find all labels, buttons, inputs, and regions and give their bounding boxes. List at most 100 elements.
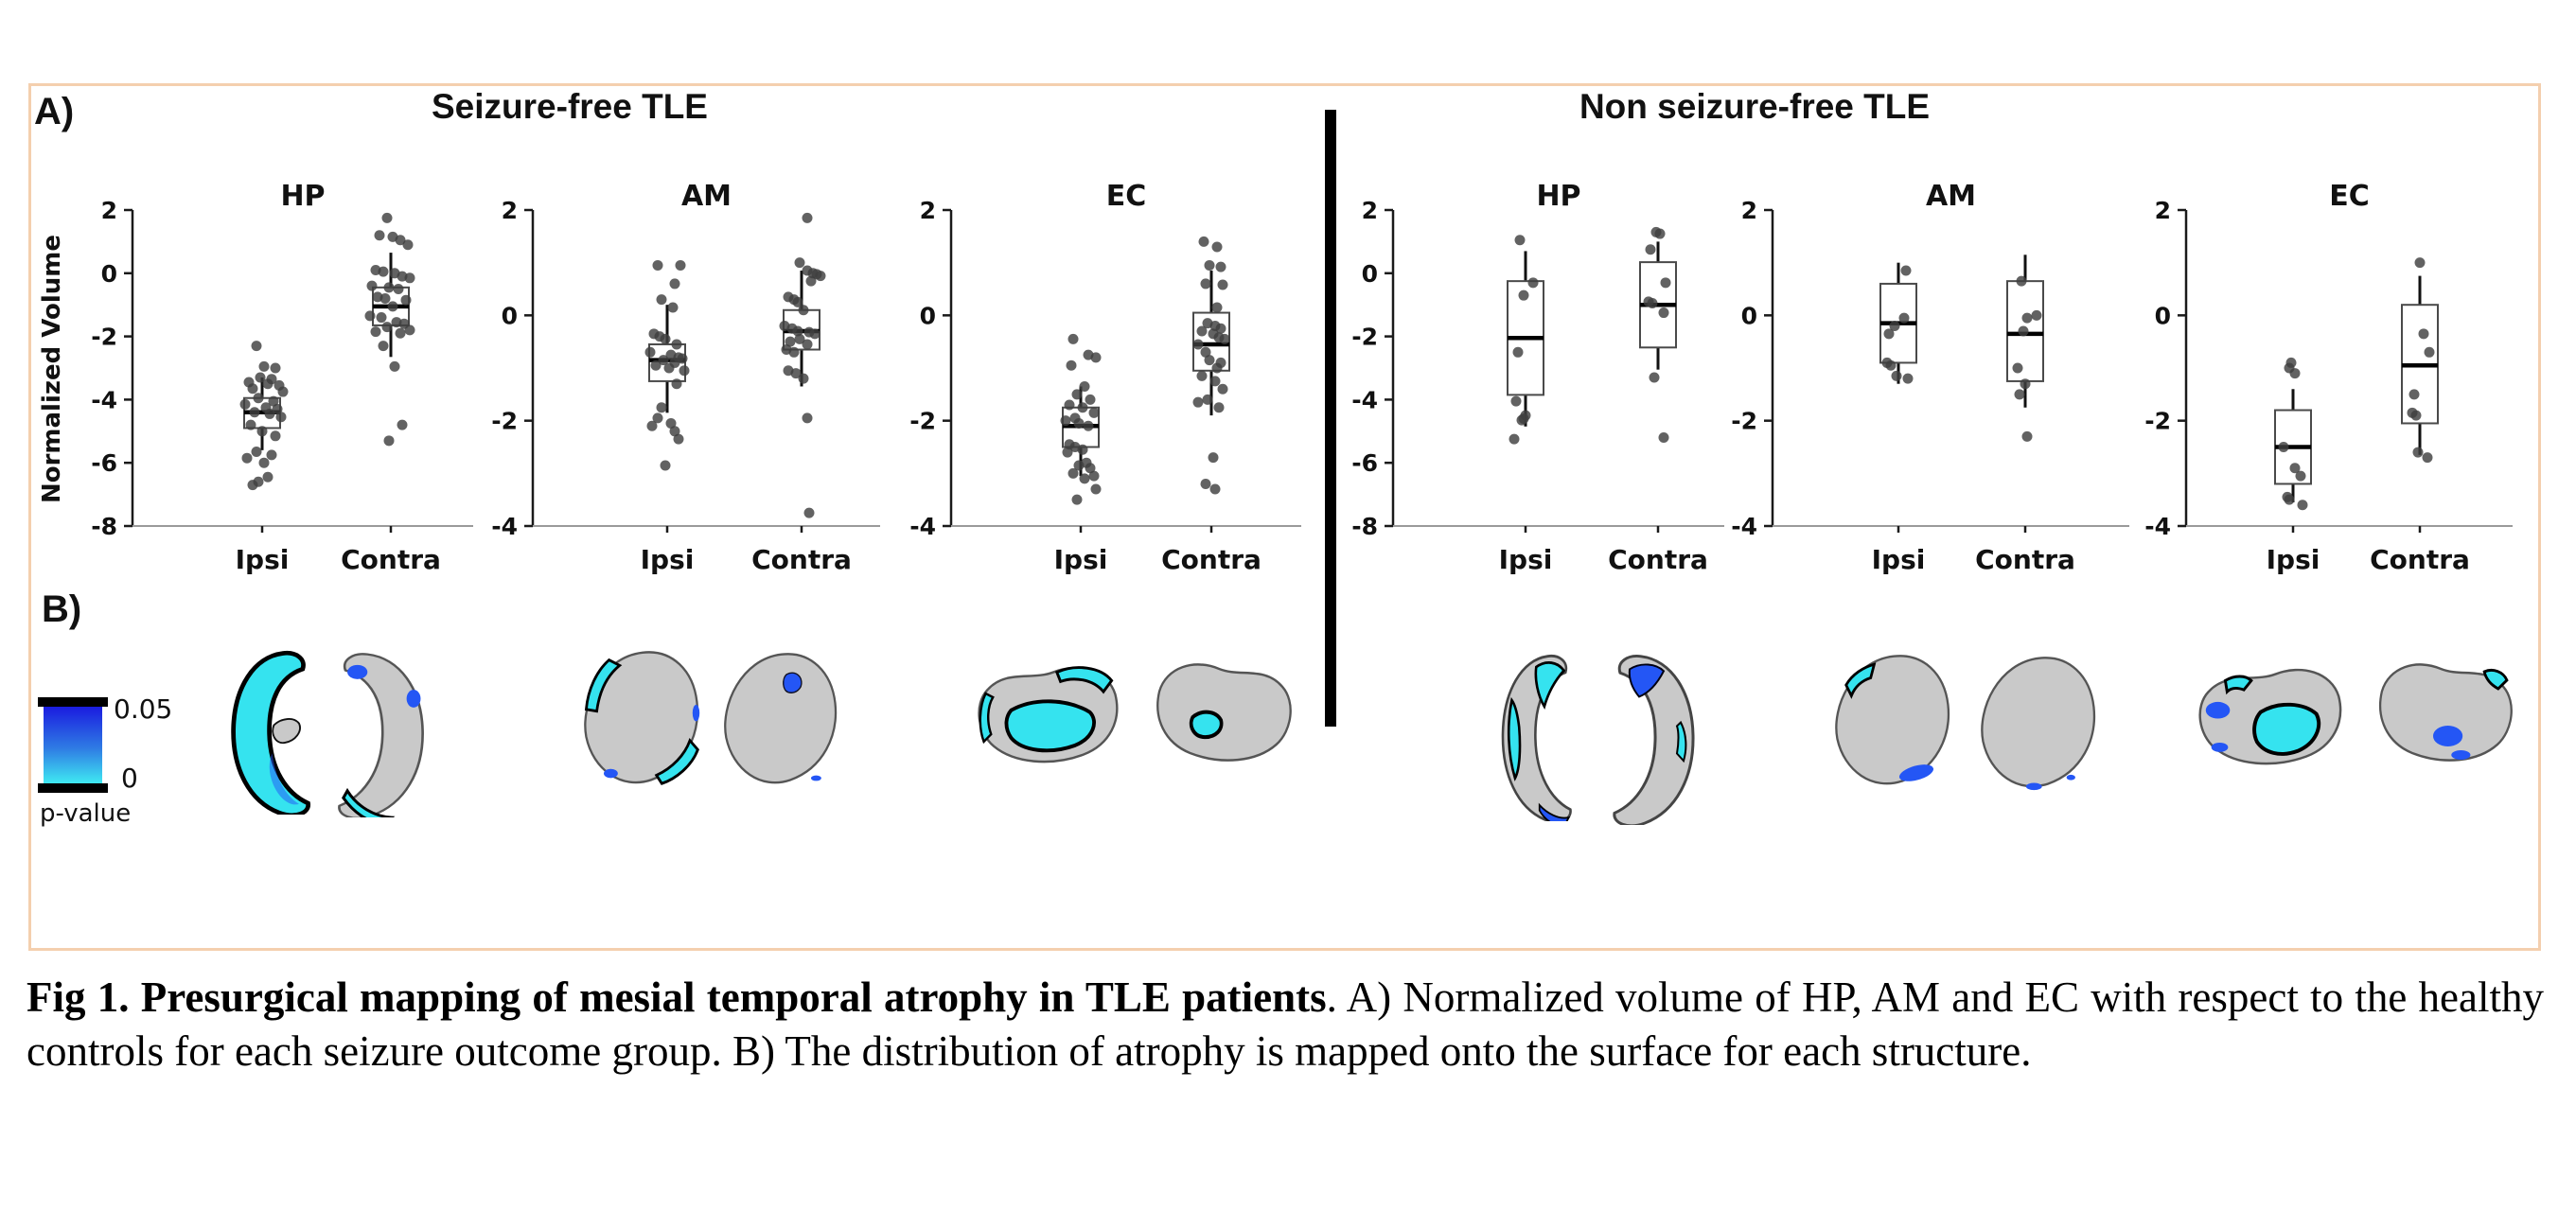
data-point bbox=[1654, 228, 1666, 239]
data-point bbox=[652, 412, 663, 424]
data-point bbox=[253, 393, 264, 404]
x-category-label: Ipsi bbox=[641, 544, 695, 575]
data-point bbox=[264, 408, 275, 419]
y-tick-label: -2 bbox=[909, 408, 936, 435]
surface-nsf-ec-ipsi bbox=[2198, 668, 2342, 765]
data-point bbox=[1516, 414, 1527, 426]
data-point bbox=[1079, 380, 1090, 392]
y-tick-label: -2 bbox=[2144, 408, 2171, 435]
data-point bbox=[1660, 277, 1671, 289]
data-point bbox=[2422, 452, 2433, 464]
figure-caption: Fig 1. Presurgical mapping of mesial tem… bbox=[26, 971, 2544, 1079]
data-point bbox=[1077, 402, 1088, 413]
data-point bbox=[364, 310, 376, 322]
subplot-title: HP bbox=[280, 180, 325, 213]
caption-bold: Fig 1. Presurgical mapping of mesial tem… bbox=[26, 974, 1327, 1021]
data-point bbox=[2284, 494, 2295, 505]
y-tick-label: -4 bbox=[1731, 513, 1757, 540]
data-point bbox=[646, 420, 658, 431]
data-point bbox=[1211, 362, 1223, 374]
data-point bbox=[1088, 470, 1100, 482]
data-point bbox=[378, 341, 389, 352]
data-point bbox=[1902, 373, 1914, 384]
data-point bbox=[1900, 265, 1912, 276]
data-point bbox=[277, 386, 289, 397]
data-point bbox=[802, 412, 813, 424]
data-point bbox=[2289, 368, 2301, 379]
data-point bbox=[404, 272, 415, 284]
y-tick-label: -4 bbox=[491, 513, 518, 540]
panel-b-label: B) bbox=[42, 588, 82, 630]
data-point bbox=[1514, 235, 1526, 246]
group-title-non-seizure-free: Non seizure-free TLE bbox=[1579, 87, 1931, 126]
data-point bbox=[1200, 278, 1211, 289]
subplot-title: HP bbox=[1536, 180, 1580, 213]
data-point bbox=[1215, 261, 1226, 272]
data-point bbox=[1211, 241, 1223, 253]
data-point bbox=[1211, 302, 1223, 313]
box-ipsi bbox=[1507, 235, 1544, 445]
data-point bbox=[673, 433, 684, 445]
data-point bbox=[262, 471, 273, 482]
data-point bbox=[2295, 470, 2306, 482]
surface-sf-am-contra bbox=[724, 653, 838, 784]
x-category-label: Contra bbox=[2370, 544, 2470, 575]
data-point bbox=[805, 275, 817, 287]
surface-nsf-am-ipsi bbox=[1835, 655, 1950, 785]
data-point bbox=[802, 339, 813, 350]
data-point bbox=[270, 362, 281, 374]
data-point bbox=[1200, 478, 1211, 489]
box-contra bbox=[1639, 226, 1677, 443]
data-point bbox=[272, 403, 283, 414]
surface-sf-am-ipsi bbox=[584, 651, 700, 785]
pvalue-colorbar bbox=[44, 707, 102, 783]
y-tick-label: -8 bbox=[1351, 513, 1378, 540]
data-point bbox=[1891, 370, 1902, 381]
data-point bbox=[255, 372, 266, 383]
data-point bbox=[1079, 473, 1090, 484]
data-point bbox=[1060, 415, 1071, 427]
data-point bbox=[1071, 494, 1083, 505]
surface-sf-hp-contra bbox=[338, 653, 424, 817]
data-point bbox=[378, 266, 389, 277]
data-point bbox=[669, 278, 680, 289]
data-point bbox=[1217, 383, 1228, 395]
data-point bbox=[792, 296, 803, 307]
colorbar-min-label: 0 bbox=[121, 763, 138, 794]
surface-nsf-am-contra bbox=[1981, 657, 2096, 791]
data-point bbox=[366, 280, 378, 291]
y-tick-label: 2 bbox=[502, 197, 518, 224]
box-ipsi bbox=[1060, 333, 1102, 505]
data-point bbox=[679, 365, 690, 377]
data-point bbox=[792, 325, 803, 337]
data-point bbox=[402, 239, 414, 251]
data-point bbox=[660, 333, 671, 344]
data-point bbox=[2289, 463, 2301, 474]
data-point bbox=[652, 259, 663, 271]
box-contra bbox=[779, 212, 826, 518]
data-point bbox=[1204, 355, 1215, 366]
data-point bbox=[1062, 447, 1073, 458]
data-point bbox=[1658, 431, 1669, 443]
x-category-label: Contra bbox=[1608, 544, 1708, 575]
y-tick-label: -2 bbox=[91, 324, 117, 351]
data-point bbox=[1209, 483, 1221, 495]
data-point bbox=[1509, 433, 1520, 445]
boxplot-non-seizure-free-hp: HP 2 0 -2 -4 -6 -8 Ipsi Contra bbox=[1351, 180, 1724, 575]
data-point bbox=[669, 426, 680, 437]
y-tick-label: -4 bbox=[909, 513, 936, 540]
boxplot-seizure-free-am: AM 2 0 -2 -4 Ipsi Contra bbox=[491, 180, 880, 575]
data-point bbox=[802, 212, 813, 223]
data-point bbox=[400, 294, 412, 306]
colorbar-top-cap bbox=[38, 697, 108, 707]
data-point bbox=[667, 302, 679, 313]
data-point bbox=[247, 383, 258, 395]
x-category-label: Ipsi bbox=[1872, 544, 1926, 575]
data-point bbox=[1085, 463, 1096, 474]
data-point bbox=[404, 325, 415, 336]
surface-sf-ec-ipsi bbox=[978, 666, 1119, 763]
data-point bbox=[1198, 236, 1209, 247]
data-point bbox=[671, 378, 682, 390]
data-point bbox=[275, 412, 287, 423]
